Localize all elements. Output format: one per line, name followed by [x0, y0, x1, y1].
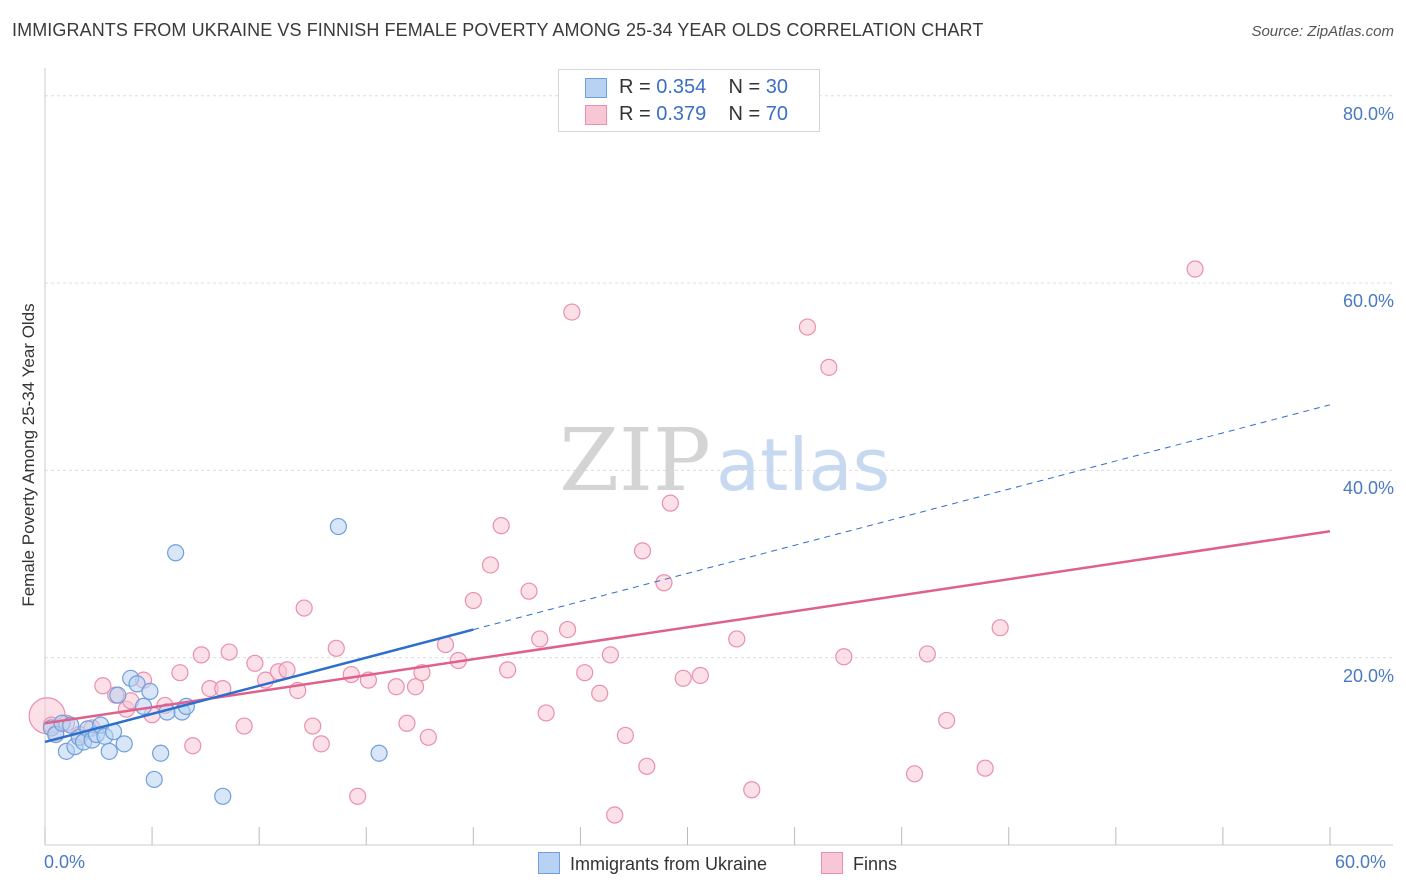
- ukraine-point: [134, 697, 153, 715]
- finns-trend-line: [44, 530, 1331, 725]
- finns-point: [481, 556, 500, 574]
- finns-point: [349, 787, 367, 805]
- finns-point: [492, 517, 510, 535]
- finns-point: [563, 303, 581, 321]
- finns-point: [531, 630, 549, 648]
- finns-point: [691, 666, 709, 685]
- data-points: [28, 260, 1204, 824]
- r-label: R =: [619, 76, 657, 98]
- finns-point: [464, 591, 482, 610]
- finns-legend-swatch: [821, 852, 843, 874]
- finns-point: [499, 661, 517, 679]
- finns-point: [655, 574, 673, 592]
- finns-point: [606, 806, 624, 824]
- legend-item-ukraine: Immigrants from Ukraine: [538, 852, 767, 875]
- legend-label: Finns: [853, 854, 898, 874]
- finns-point: [576, 664, 594, 682]
- finns-point: [192, 646, 210, 664]
- finns-point: [94, 677, 112, 695]
- x-tick-label-max: 60.0%: [1335, 852, 1387, 872]
- finns-point: [633, 542, 652, 560]
- finns-point: [235, 717, 253, 735]
- finns-point: [743, 781, 761, 799]
- watermark: ZIP atlas: [559, 411, 890, 511]
- finns-point: [278, 661, 296, 679]
- finns-point: [976, 759, 994, 777]
- ukraine-point: [128, 675, 146, 693]
- legend-label: Immigrants from Ukraine: [570, 854, 768, 874]
- ukraine-point: [109, 686, 127, 704]
- trend-lines: [44, 404, 1331, 744]
- finns-point: [184, 737, 202, 755]
- finns-point: [406, 678, 425, 696]
- ukraine-swatch: [585, 78, 607, 98]
- finns-point: [304, 717, 322, 735]
- y-tick-label: 80.0%: [1342, 103, 1394, 124]
- finns-point: [342, 665, 360, 684]
- ukraine-trend-extension: [473, 404, 1331, 631]
- ukraine-point: [214, 787, 232, 805]
- ukraine-point: [145, 770, 163, 789]
- finns-point: [398, 714, 416, 732]
- r-label: R =: [619, 103, 657, 125]
- finns-point: [171, 664, 189, 682]
- source-label: Source: ZipAtlas.com: [1251, 23, 1394, 40]
- finns-point: [295, 599, 313, 617]
- finns-point: [1186, 260, 1204, 278]
- finns-point: [918, 645, 936, 663]
- ukraine-point: [329, 517, 348, 536]
- finns-point: [674, 669, 692, 687]
- watermark-atlas: atlas: [716, 423, 890, 507]
- finns-point: [220, 643, 238, 661]
- watermark-zip: ZIP: [559, 411, 711, 511]
- finns-point: [905, 765, 924, 783]
- r-value: 0.379: [656, 103, 707, 125]
- legend-item-finns: Finns: [821, 852, 897, 875]
- grid: [45, 95, 1393, 659]
- ukraine-legend-swatch: [538, 852, 560, 874]
- y-tick-label: 20.0%: [1342, 665, 1394, 686]
- finns-swatch: [585, 105, 607, 125]
- ukraine-point: [152, 744, 170, 762]
- x-tick-label-min: 0.0%: [44, 852, 86, 872]
- finns-point: [387, 678, 405, 696]
- n-label: N =: [728, 103, 766, 125]
- ukraine-point: [115, 735, 133, 753]
- ukraine-point: [100, 742, 118, 760]
- finns-point: [638, 757, 656, 775]
- finns-point: [728, 630, 746, 648]
- finns-point: [616, 726, 634, 745]
- finns-point: [246, 654, 264, 672]
- finns-point: [601, 646, 620, 664]
- chart-title: IMMIGRANTS FROM UKRAINE VS FINNISH FEMAL…: [12, 20, 984, 40]
- finns-point: [419, 728, 437, 746]
- y-tick-label: 60.0%: [1342, 291, 1394, 312]
- finns-point: [327, 639, 345, 657]
- finns-point: [820, 358, 838, 376]
- ukraine-point: [370, 744, 388, 762]
- finns-point: [798, 318, 817, 336]
- finns-point: [938, 711, 956, 730]
- finns-point: [991, 619, 1009, 637]
- ukraine-point: [167, 544, 185, 562]
- finns-point: [591, 684, 609, 702]
- r-value: 0.354: [656, 76, 707, 98]
- n-label: N =: [728, 76, 766, 98]
- y-tick-label: 40.0%: [1342, 478, 1394, 499]
- correlation-legend: R = 0.354 N = 30 R = 0.379 N = 70: [558, 69, 820, 132]
- n-value: 30: [765, 76, 789, 98]
- ukraine-trend-line: [44, 628, 474, 744]
- finns-point: [312, 735, 330, 753]
- n-value: 70: [765, 103, 789, 125]
- finns-point: [537, 704, 555, 722]
- finns-point: [520, 582, 538, 600]
- finns-point: [835, 648, 853, 666]
- finns-point: [661, 494, 679, 512]
- finns-point: [558, 620, 577, 639]
- ukraine-point: [141, 682, 159, 701]
